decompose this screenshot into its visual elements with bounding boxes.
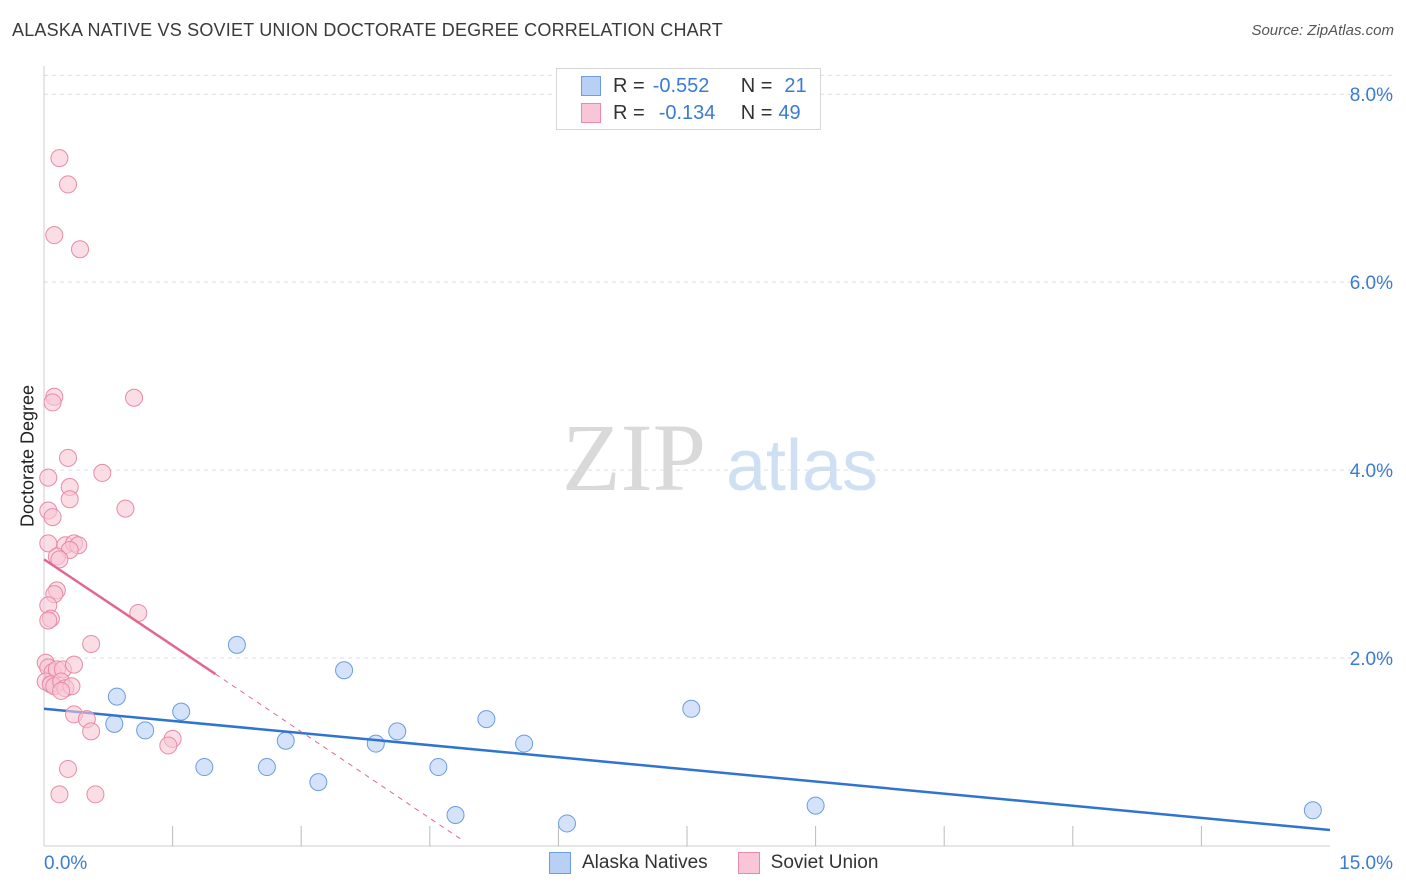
point-soviet-union [39, 468, 58, 487]
point-soviet-union [50, 550, 69, 569]
y-tick-label: 4.0% [1350, 461, 1393, 482]
y-tick-label: 2.0% [1350, 649, 1393, 670]
point-alaska-natives [429, 758, 448, 777]
y-tick-label: 6.0% [1350, 273, 1393, 294]
legend-row-alaska-natives: R = -0.552 N = 21 [581, 74, 807, 98]
point-alaska-natives [309, 773, 328, 792]
trendline-dashed-soviet-union [215, 673, 465, 842]
point-alaska-natives [477, 710, 496, 729]
series-label: Alaska Natives [582, 852, 708, 873]
point-soviet-union [45, 226, 64, 245]
y-tick-label: 8.0% [1350, 85, 1393, 106]
chart-title: ALASKA NATIVE VS SOVIET UNION DOCTORATE … [12, 20, 723, 40]
point-soviet-union [50, 785, 69, 804]
point-alaska-natives [195, 758, 214, 777]
watermark-zip: ZIP [562, 404, 706, 511]
point-alaska-natives [136, 721, 155, 740]
legend-r-value: -0.134 [658, 101, 716, 124]
series-swatch-pink [737, 852, 760, 874]
point-alaska-natives [172, 702, 191, 721]
series-legend: Alaska Natives Soviet Union [549, 852, 908, 874]
point-soviet-union [59, 759, 78, 778]
watermark-atlas: atlas [726, 426, 878, 506]
point-alaska-natives [557, 814, 576, 833]
point-soviet-union [50, 149, 69, 168]
legend-n-label: N = [740, 74, 773, 97]
legend-r-value: -0.552 [652, 74, 710, 97]
y-axis-label: Doctorate Degree [17, 384, 38, 528]
point-alaska-natives [105, 714, 124, 733]
point-soviet-union [82, 722, 101, 741]
x-tick-label: 0.0% [44, 853, 87, 874]
point-alaska-natives [515, 734, 534, 753]
point-alaska-natives [107, 687, 126, 706]
point-alaska-natives [227, 635, 246, 654]
legend-n-value: 49 [778, 101, 801, 124]
point-soviet-union [65, 655, 84, 674]
point-soviet-union [82, 634, 101, 653]
series-legend-alaska-natives: Alaska Natives [549, 852, 708, 874]
series-legend-soviet-union: Soviet Union [737, 852, 879, 874]
x-tick-label: 15.0% [1339, 853, 1393, 874]
point-alaska-natives [682, 699, 701, 718]
point-alaska-natives [806, 796, 825, 815]
point-soviet-union [59, 175, 78, 194]
point-alaska-natives [1303, 801, 1322, 820]
point-alaska-natives [276, 731, 295, 750]
point-alaska-natives [257, 758, 276, 777]
legend-row-soviet-union: R = -0.134 N = 49 [581, 101, 801, 125]
point-soviet-union [59, 448, 78, 467]
point-soviet-union [86, 785, 105, 804]
point-soviet-union [43, 393, 62, 412]
point-soviet-union [71, 240, 90, 259]
point-soviet-union [159, 736, 178, 755]
series-swatch-blue [549, 852, 571, 874]
legend-n-label: N = [740, 101, 773, 124]
legend-r-label: R = [613, 101, 645, 124]
legend-r-label: R = [613, 74, 645, 97]
legend-n-value: 21 [784, 74, 807, 97]
point-alaska-natives [446, 805, 465, 824]
point-alaska-natives [335, 661, 354, 680]
legend-swatch-pink [581, 103, 601, 123]
trendline-alaska-natives [43, 707, 1331, 832]
point-soviet-union [43, 508, 62, 527]
trendline-soviet-union [43, 558, 217, 676]
correlation-legend: R = -0.552 N = 21 R = -0.134 N = 49 [556, 68, 821, 130]
source-label: Source: ZipAtlas.com [1251, 22, 1394, 39]
point-soviet-union [116, 499, 135, 518]
point-soviet-union [93, 463, 112, 482]
point-alaska-natives [388, 722, 407, 741]
point-soviet-union [52, 681, 71, 700]
point-soviet-union [39, 611, 58, 630]
legend-swatch-blue [581, 76, 601, 96]
point-alaska-natives [366, 734, 385, 753]
point-soviet-union [125, 388, 144, 407]
series-label: Soviet Union [770, 852, 879, 873]
point-soviet-union [60, 490, 79, 509]
